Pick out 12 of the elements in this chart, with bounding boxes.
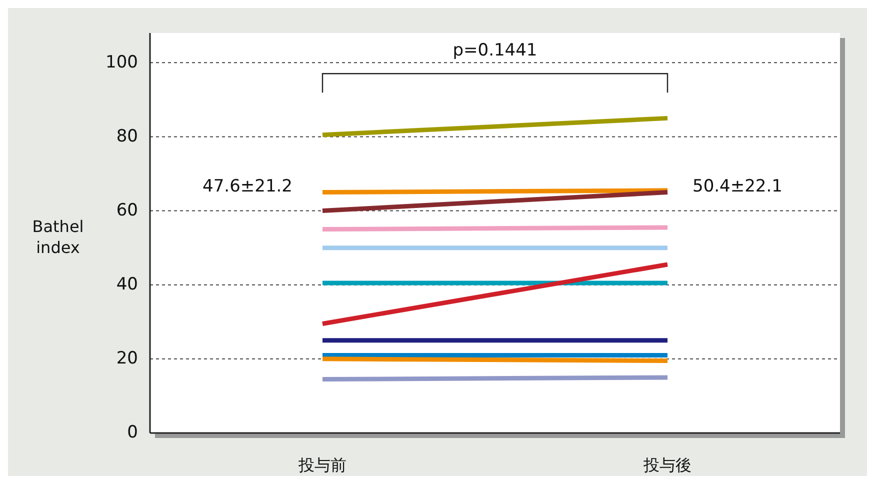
y-tick-label: 80 [116,126,138,146]
annotation: 50.4±22.1 [692,176,782,196]
x-tick-label: 投与後 [642,455,692,474]
y-tick-label: 20 [116,348,138,369]
y-tick-label: 60 [116,200,138,220]
x-tick-label: 投与前 [298,455,346,474]
annotation: p=0.1441 [452,40,538,60]
y-axis-title: Bathel index [32,217,84,257]
y-tick-label: 100 [106,52,138,72]
annotation: 47.6±21.2 [202,176,292,196]
y-tick-label: 0 [127,422,138,443]
y-tick-label: 40 [116,274,138,295]
